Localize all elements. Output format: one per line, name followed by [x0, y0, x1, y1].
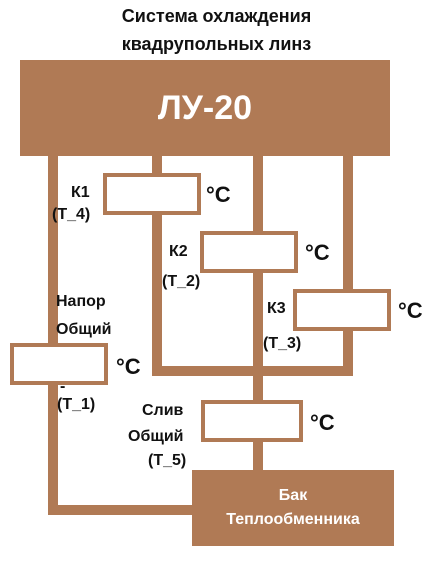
- lu20-block: ЛУ-20: [20, 60, 390, 156]
- lu20-label: ЛУ-20: [157, 88, 253, 127]
- k2-temperature-box: [200, 231, 298, 273]
- k3-unit: °C: [398, 298, 423, 323]
- k2-tag: (Т_2): [162, 273, 201, 290]
- diagram-title-line2: квадрупольных линз: [121, 34, 312, 54]
- drain-label-line1: Слив: [142, 402, 184, 419]
- tank-label-line2: Теплообменника: [226, 511, 360, 528]
- supply-temperature-box: [10, 343, 108, 385]
- supply-label-line1: Напор: [56, 293, 106, 310]
- supply-pipe-vertical: [48, 150, 58, 515]
- k2-unit: °C: [305, 240, 330, 265]
- tank-label-line1: Бак: [278, 487, 308, 504]
- k1-name: К1: [71, 184, 90, 201]
- supply-pipe-bottom: [48, 505, 198, 515]
- drain-tag: (Т_5): [148, 452, 187, 469]
- k1-temperature-box: [103, 173, 201, 215]
- diagram-title-line1: Система охлаждения: [121, 6, 312, 26]
- k3-tag: (Т_3): [263, 335, 302, 352]
- drain-temperature-box: [201, 400, 303, 442]
- supply-label-line2: Общий: [56, 321, 112, 338]
- return-collector-pipe: [152, 366, 353, 376]
- drain-label-line2: Общий: [128, 428, 184, 445]
- supply-dash: -: [60, 378, 66, 395]
- drain-unit: °C: [310, 410, 335, 435]
- k1-unit: °C: [206, 182, 231, 207]
- supply-tag: (Т_1): [57, 396, 96, 413]
- k3-temperature-box: [293, 289, 391, 331]
- k1-tag: (Т_4): [52, 206, 91, 223]
- k3-pipe: [343, 150, 353, 375]
- k1-pipe: [152, 150, 162, 375]
- heat-exchanger-tank: Бак Теплообменника: [192, 470, 394, 546]
- supply-unit: °C: [116, 354, 141, 379]
- k2-name: К2: [169, 243, 188, 260]
- k3-name: К3: [267, 300, 286, 317]
